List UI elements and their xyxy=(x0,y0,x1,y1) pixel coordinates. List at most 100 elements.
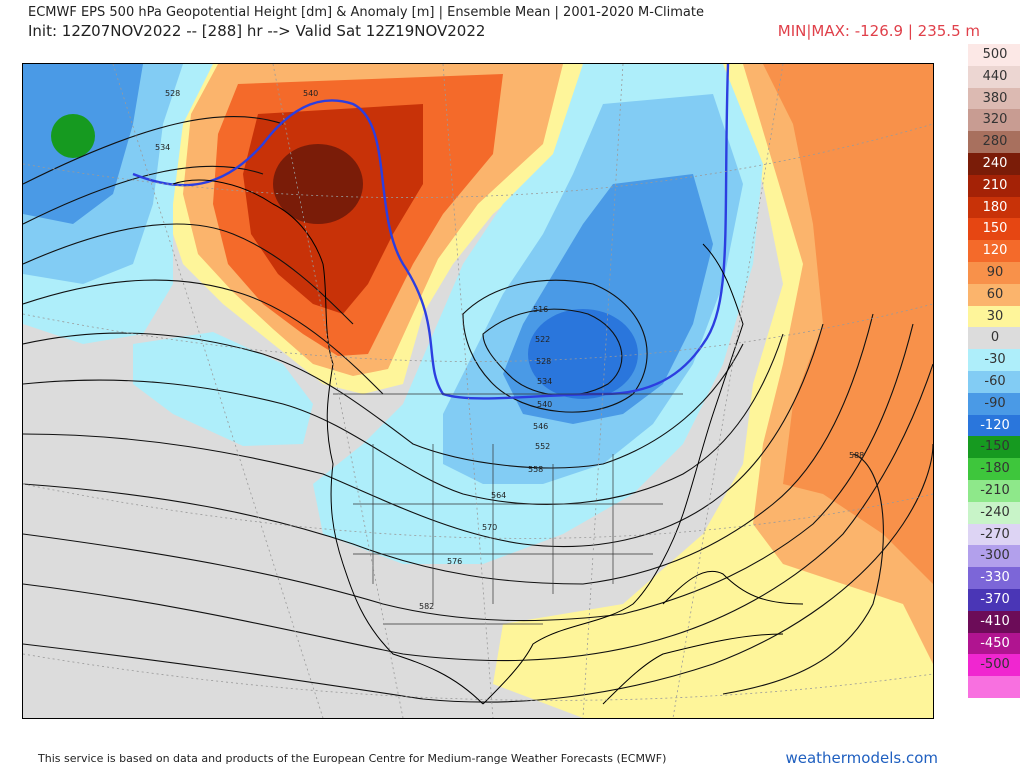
colorbar-swatch xyxy=(968,44,1020,66)
colorbar-label: 150 xyxy=(982,221,1008,237)
min-max-readout: MIN|MAX: -126.9 | 235.5 m xyxy=(777,22,980,40)
colorbar-label: -150 xyxy=(980,439,1010,455)
colorbar-entry: 180 xyxy=(968,196,1020,219)
colorbar-entry: -270 xyxy=(968,523,1020,546)
colorbar-entry: 320 xyxy=(968,109,1020,132)
colorbar-entry: 240 xyxy=(968,152,1020,175)
colorbar-swatch xyxy=(968,87,1020,110)
colorbar-swatch xyxy=(968,109,1020,132)
colorbar-entry: -500 xyxy=(968,654,1020,677)
colorbar-swatch xyxy=(968,327,1020,350)
canada-trough-core xyxy=(528,309,638,399)
map-canvas: 528 534 540 516 522 528 534 540 546 552 … xyxy=(23,64,933,718)
colorbar-entry: -370 xyxy=(968,588,1020,611)
colorbar-label: 120 xyxy=(982,243,1008,259)
colorbar-entry: -450 xyxy=(968,632,1020,655)
colorbar-entry: 150 xyxy=(968,218,1020,241)
contour-label: 528 xyxy=(536,357,551,366)
colorbar-entry: -90 xyxy=(968,392,1020,415)
pacific-anomaly-min xyxy=(51,114,95,158)
colorbar-label: 210 xyxy=(982,177,1008,193)
contour-label: 564 xyxy=(491,491,506,500)
contour-label: 522 xyxy=(535,335,550,344)
colorbar-entry: 380 xyxy=(968,87,1020,110)
colorbar-label: 240 xyxy=(982,155,1008,171)
colorbar-entry: 30 xyxy=(968,305,1020,328)
contour-label: 528 xyxy=(165,89,180,98)
colorbar-label: -180 xyxy=(980,461,1010,477)
colorbar-swatch xyxy=(968,283,1020,306)
colorbar-swatch xyxy=(968,654,1020,677)
lat-lon-grid xyxy=(23,64,933,718)
colorbar-entry: -150 xyxy=(968,436,1020,459)
coastlines xyxy=(172,179,804,705)
colorbar-label: 30 xyxy=(986,308,1004,324)
colorbar-label: -410 xyxy=(980,613,1010,629)
colorbar-entry: 90 xyxy=(968,261,1020,284)
colorbar-swatch xyxy=(968,349,1020,371)
colorbar-label: 280 xyxy=(982,134,1008,150)
map-subtitle: Init: 12Z07NOV2022 -- [288] hr --> Valid… xyxy=(28,22,486,40)
colorbar-label: 440 xyxy=(982,68,1008,84)
colorbar-label: -300 xyxy=(980,548,1010,564)
colorbar-swatch xyxy=(968,240,1020,262)
colorbar-swatch xyxy=(968,305,1020,328)
anomaly-colorbar: 500 440 380 320 280 240 210 180 150 120 90 60 30 0 -30… xyxy=(968,44,1020,698)
colorbar-label: 500 xyxy=(982,47,1008,62)
colorbar-label: 60 xyxy=(986,286,1004,302)
brand-link[interactable]: weathermodels.com xyxy=(785,749,938,767)
colorbar-swatch xyxy=(968,610,1020,633)
colorbar-entry: -30 xyxy=(968,349,1020,371)
colorbar-label: -240 xyxy=(980,504,1010,520)
pacific-light-blue-tongue xyxy=(133,332,313,446)
contour-label: 534 xyxy=(155,143,170,152)
colorbar-swatch xyxy=(968,65,1020,88)
colorbar-swatch xyxy=(968,196,1020,219)
colorbar-entry: 500 xyxy=(968,44,1020,66)
colorbar-swatch xyxy=(968,261,1020,284)
contour-label: 570 xyxy=(482,523,497,532)
contour-label: 588 xyxy=(849,451,864,460)
colorbar-entry: 440 xyxy=(968,65,1020,88)
colorbar-label: 380 xyxy=(982,90,1008,106)
political-borders xyxy=(333,393,683,625)
contour-label: 552 xyxy=(535,442,550,451)
colorbar-label: 90 xyxy=(986,264,1004,280)
colorbar-label: 320 xyxy=(982,112,1008,128)
colorbar-label: -90 xyxy=(984,395,1006,411)
contour-label: 540 xyxy=(303,89,318,98)
colorbar-swatch xyxy=(968,174,1020,197)
map-title: ECMWF EPS 500 hPa Geopotential Height [d… xyxy=(28,5,704,20)
colorbar-swatch xyxy=(968,131,1020,153)
colorbar-swatch xyxy=(968,632,1020,655)
colorbar-entry: -240 xyxy=(968,501,1020,524)
anomaly-map: 528 534 540 516 522 528 534 540 546 552 … xyxy=(22,63,934,719)
colorbar-swatch xyxy=(968,458,1020,480)
colorbar-label: -450 xyxy=(980,635,1010,651)
contour-label: 534 xyxy=(537,377,552,386)
colorbar-swatch xyxy=(968,152,1020,175)
colorbar-swatch xyxy=(968,567,1020,589)
colorbar-label: -330 xyxy=(980,570,1010,586)
colorbar-entry: -180 xyxy=(968,458,1020,480)
colorbar-label: -30 xyxy=(984,352,1006,368)
colorbar-swatch xyxy=(968,414,1020,437)
colorbar-entry: 0 xyxy=(968,327,1020,350)
colorbar-entry: -60 xyxy=(968,370,1020,393)
contour-label: 582 xyxy=(419,602,434,611)
colorbar-entry: 60 xyxy=(968,283,1020,306)
colorbar-entry: -120 xyxy=(968,414,1020,437)
contour-label: 558 xyxy=(528,465,543,474)
colorbar-entry: -410 xyxy=(968,610,1020,633)
colorbar-label: 0 xyxy=(990,330,1000,346)
colorbar-entry: -300 xyxy=(968,545,1020,568)
colorbar-entry: -330 xyxy=(968,567,1020,589)
contour-label: 540 xyxy=(537,400,552,409)
colorbar-swatch xyxy=(968,479,1020,502)
colorbar-entry: 120 xyxy=(968,240,1020,262)
colorbar-label: -270 xyxy=(980,526,1010,542)
colorbar-swatch xyxy=(968,523,1020,546)
contour-label: 516 xyxy=(533,305,548,314)
colorbar-entry: 280 xyxy=(968,131,1020,153)
colorbar-label: -60 xyxy=(984,373,1006,389)
